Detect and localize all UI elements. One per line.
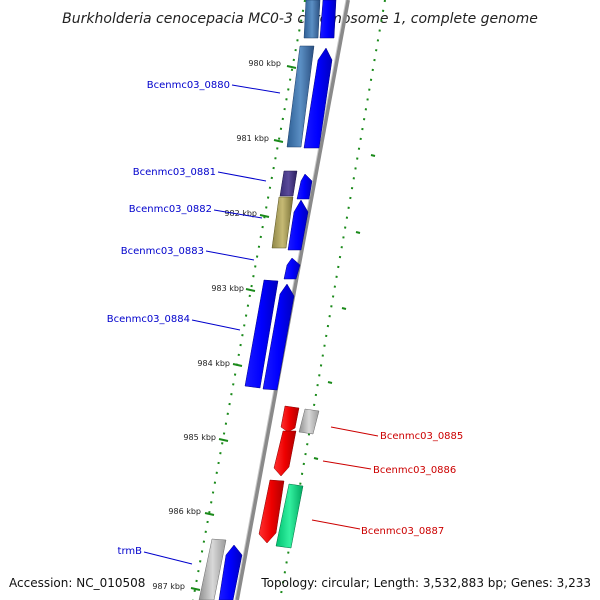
- scale-tick-982: 982 kbp: [224, 209, 270, 218]
- svg-text:Bcenmc03_0885: Bcenmc03_0885: [380, 431, 463, 442]
- svg-text:980 kbp: 980 kbp: [248, 59, 281, 68]
- svg-text:986 kbp: 986 kbp: [168, 507, 201, 516]
- gene-bcenmc03-0884[interactable]: [244, 279, 295, 391]
- svg-text:Bcenmc03_0886: Bcenmc03_0886: [373, 465, 456, 476]
- svg-text:984 kbp: 984 kbp: [197, 359, 230, 368]
- svg-text:Bcenmc03_0884: Bcenmc03_0884: [107, 314, 190, 325]
- gene-label-bcenmc03-0886[interactable]: Bcenmc03_0886: [322, 460, 456, 476]
- gc-skew-track-outer: [279, 0, 386, 600]
- svg-text:trmB: trmB: [118, 546, 143, 557]
- scale-tick-985: 985 kbp: [183, 433, 229, 442]
- gene-label-bcenmc03-0882[interactable]: Bcenmc03_0882: [129, 204, 263, 219]
- gene-bcenmc03-0883[interactable]: [283, 257, 301, 280]
- accession-text: Accession: NC_010508: [9, 576, 145, 590]
- scale-tick-987: 987 kbp: [152, 582, 201, 591]
- topology-text: Topology: circular; Length: 3,532,883 bp…: [260, 576, 591, 590]
- gene-trmB[interactable]: [198, 538, 243, 600]
- gene-label-bcenmc03-0883[interactable]: Bcenmc03_0883: [121, 246, 255, 261]
- gene-label-bcenmc03-0885[interactable]: Bcenmc03_0885: [330, 426, 463, 442]
- gene-bcenmc03-0882[interactable]: [271, 196, 309, 251]
- outer-track-ticks: [313, 154, 376, 460]
- gene-label-bcenmc03-0881[interactable]: Bcenmc03_0881: [133, 167, 267, 182]
- gene-bcenmc03-0886[interactable]: [273, 430, 297, 477]
- gc-skew-track-inner: [192, 0, 306, 600]
- svg-text:Bcenmc03_0887: Bcenmc03_0887: [361, 526, 444, 537]
- svg-text:Bcenmc03_0883: Bcenmc03_0883: [121, 246, 204, 257]
- gene-label-bcenmc03-0880[interactable]: Bcenmc03_0880: [147, 80, 281, 94]
- svg-text:981 kbp: 981 kbp: [236, 134, 269, 143]
- gene-top-partial[interactable]: [303, 0, 337, 39]
- gene-label-trmB[interactable]: trmB: [118, 546, 193, 565]
- gene-label-bcenmc03-0887[interactable]: Bcenmc03_0887: [311, 519, 444, 537]
- svg-text:Bcenmc03_0882: Bcenmc03_0882: [129, 204, 212, 215]
- svg-text:985 kbp: 985 kbp: [183, 433, 216, 442]
- scale-tick-983: 983 kbp: [211, 284, 256, 293]
- svg-text:Bcenmc03_0881: Bcenmc03_0881: [133, 167, 216, 178]
- gene-bcenmc03-0887[interactable]: [258, 479, 304, 549]
- map-title: Burkholderia cenocepacia MC0-3 chromosom…: [62, 11, 538, 27]
- svg-text:982 kbp: 982 kbp: [224, 209, 257, 218]
- gene-bcenmc03-0885[interactable]: [280, 405, 320, 435]
- gene-bcenmc03-0881[interactable]: [279, 170, 313, 200]
- scale-tick-981: 981 kbp: [236, 134, 284, 143]
- scale-tick-984: 984 kbp: [197, 359, 243, 368]
- gene-label-bcenmc03-0884[interactable]: Bcenmc03_0884: [107, 314, 241, 331]
- gene-bcenmc03-0880[interactable]: [286, 45, 333, 149]
- svg-text:Bcenmc03_0880: Bcenmc03_0880: [147, 80, 230, 91]
- scale-tick-980: 980 kbp: [248, 59, 297, 69]
- scale-tick-986: 986 kbp: [168, 507, 215, 516]
- svg-text:987 kbp: 987 kbp: [152, 582, 185, 591]
- svg-text:983 kbp: 983 kbp: [211, 284, 244, 293]
